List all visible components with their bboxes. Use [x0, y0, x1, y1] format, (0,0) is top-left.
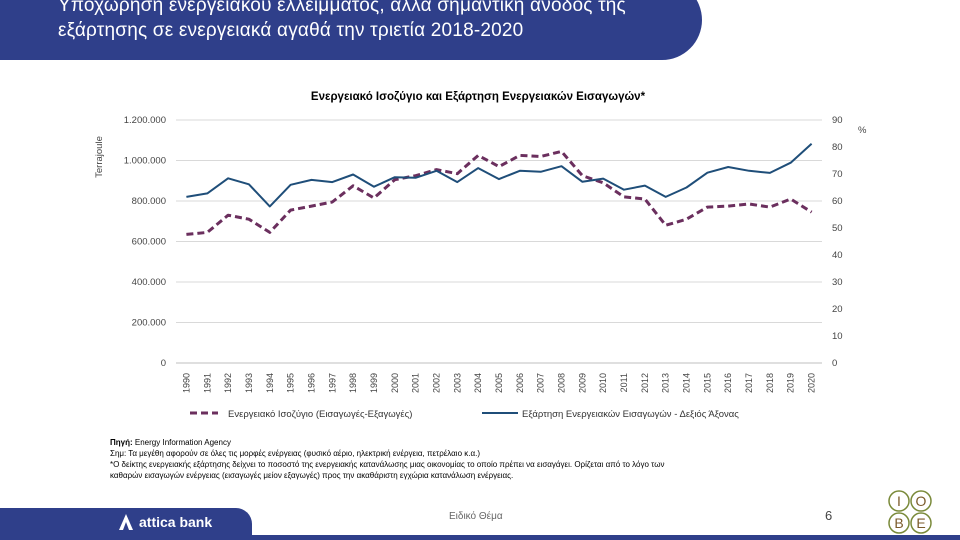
y-axis-right-label: %: [858, 125, 867, 136]
y-right-tick-label: 0: [832, 358, 837, 369]
x-tick-label: 1991: [202, 373, 212, 393]
x-axis-ticks: 1990 1991 1992 1993 1994 1995 1996 1997 1998 1999…: [181, 373, 816, 393]
chart-gridlines: [176, 119, 822, 364]
legend-label-balance: Ενεργειακό Ισοζύγιο (Εισαγωγές-Εξαγωγές): [228, 409, 412, 420]
y-right-tick-label: 40: [832, 250, 843, 261]
iobe-logo: I O B E: [888, 490, 932, 534]
x-tick-label: 2012: [640, 373, 650, 393]
source-label: Πηγή:: [110, 438, 133, 447]
y-right-tick-label: 60: [832, 196, 843, 207]
chart-series: [186, 143, 813, 236]
x-tick-label: 1997: [327, 373, 337, 393]
x-tick-label: 2008: [557, 373, 567, 393]
page-title: Υποχώρηση ενεργειακού ελλείμματος, αλλά …: [58, 0, 698, 43]
x-tick-label: 2015: [702, 373, 712, 393]
chart-notes: Πηγή: Energy Information Agency Σημ: Τα …: [110, 437, 850, 481]
x-tick-label: 2005: [494, 373, 504, 393]
x-tick-label: 2004: [473, 373, 483, 393]
y-left-tick-label: 800.000: [132, 196, 166, 207]
x-tick-label: 2007: [536, 373, 546, 393]
x-tick-label: 1999: [369, 373, 379, 393]
source-line: Πηγή: Energy Information Agency: [110, 437, 850, 448]
source-text: Energy Information Agency: [132, 438, 231, 447]
svg-text:I: I: [897, 493, 901, 509]
x-tick-label: 2013: [661, 373, 671, 393]
x-tick-label: 1998: [348, 373, 358, 393]
svg-text:O: O: [916, 493, 927, 509]
x-tick-label: 2011: [619, 373, 629, 392]
y-axis-left-ticks: 0 200.000 400.000 600.000 800.000 1.000.000 1.…: [124, 115, 166, 369]
y-right-tick-label: 80: [832, 142, 843, 153]
x-tick-label: 2019: [786, 373, 796, 393]
y-left-tick-label: 1.000.000: [124, 156, 166, 167]
x-tick-label: 2001: [411, 373, 421, 393]
attica-bank-logo: attica bank: [117, 513, 212, 531]
attica-bank-icon: [119, 514, 133, 530]
x-tick-label: 2014: [682, 373, 692, 393]
page-number: 6: [825, 508, 833, 523]
y-left-tick-label: 400.000: [132, 277, 166, 288]
x-tick-label: 1996: [306, 373, 316, 393]
page-title-line1: Υποχώρηση ενεργειακού ελλείμματος, αλλά …: [58, 0, 626, 16]
note-line-3: καθαρών εισαγωγών ενέργειας (εισαγωγές μ…: [110, 471, 514, 480]
footer-bar: [0, 535, 960, 540]
svg-text:E: E: [916, 515, 925, 531]
x-tick-label: 2000: [390, 373, 400, 393]
y-left-tick-label: 0: [161, 358, 166, 369]
brand-name: attica bank: [139, 514, 213, 530]
chart-legend: Ενεργειακό Ισοζύγιο (Εισαγωγές-Εξαγωγές)…: [190, 409, 739, 420]
x-tick-label: 2020: [807, 373, 817, 393]
note-line-2: *Ο δείκτης ενεργειακής εξάρτησης δείχνει…: [110, 460, 665, 469]
x-tick-label: 1990: [181, 373, 191, 393]
x-tick-label: 1994: [265, 373, 275, 393]
y-left-tick-label: 1.200.000: [124, 115, 166, 126]
y-right-tick-label: 10: [832, 331, 843, 342]
x-tick-label: 2002: [431, 373, 441, 393]
title-banner: [0, 0, 702, 60]
section-label: Ειδικό Θέμα: [449, 511, 503, 522]
series-line-import-dependence: [186, 143, 813, 208]
series-line-energy-balance: [186, 149, 813, 236]
svg-text:B: B: [894, 515, 903, 531]
y-right-tick-label: 70: [832, 169, 843, 180]
y-right-tick-label: 30: [832, 277, 843, 288]
x-tick-label: 2009: [577, 373, 587, 393]
note-line-1: Σημ: Τα μεγέθη αφορούν σε όλες τις μορφέ…: [110, 449, 480, 458]
chart-title: Ενεργειακό Ισοζύγιο και Εξάρτηση Ενεργει…: [311, 91, 646, 103]
footer-brand-panel: [0, 508, 252, 540]
y-axis-right-ticks: 0 10 20 30 40 50 60 70 80 90: [832, 115, 843, 369]
x-tick-label: 2006: [515, 373, 525, 393]
x-tick-label: 1995: [286, 373, 296, 393]
x-tick-label: 2018: [765, 373, 775, 393]
x-tick-label: 2017: [744, 373, 754, 393]
legend-label-dependence: Εξάρτηση Ενεργειακών Εισαγωγών - Δεξιός …: [522, 409, 739, 420]
x-tick-label: 2010: [598, 373, 608, 393]
y-right-tick-label: 20: [832, 304, 843, 315]
y-axis-left-label: Terrajoule: [94, 136, 105, 178]
page-title-line2: εξάρτησης σε ενεργειακά αγαθά την τριετί…: [58, 20, 524, 41]
y-right-tick-label: 90: [832, 115, 843, 126]
y-right-tick-label: 50: [832, 223, 843, 234]
y-left-tick-label: 600.000: [132, 237, 166, 248]
x-tick-label: 2016: [723, 373, 733, 393]
y-left-tick-label: 200.000: [132, 318, 166, 329]
x-tick-label: 2003: [452, 373, 462, 393]
x-tick-label: 1992: [223, 373, 233, 393]
x-tick-label: 1993: [244, 373, 254, 393]
